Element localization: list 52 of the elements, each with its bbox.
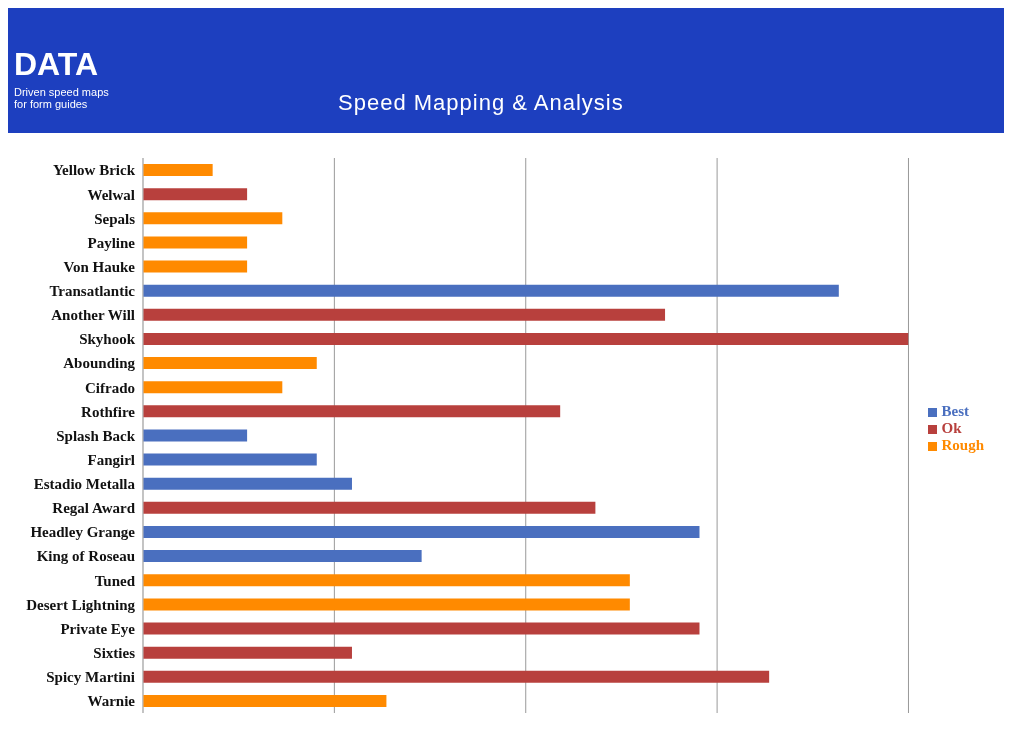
bar [143, 381, 283, 394]
y-tick-label: Another Will [51, 307, 135, 324]
legend-label: Rough [941, 436, 984, 453]
legend-label: Best [941, 402, 969, 419]
y-tick-label: Rothfire [81, 403, 136, 420]
bar [143, 164, 213, 177]
bar [143, 429, 248, 442]
y-tick-label: Fangirl [87, 451, 135, 468]
bar [143, 525, 700, 538]
bar [143, 453, 317, 466]
bar [143, 332, 909, 345]
y-tick-label: Spicy Martini [46, 669, 135, 686]
y-tick-label: Private Eye [60, 620, 136, 637]
y-tick-label: King of Roseau [36, 548, 135, 565]
y-tick-label: Transatlantic [49, 283, 136, 300]
text: Driven speed maps for form guides [14, 86, 109, 110]
bar [143, 622, 700, 635]
y-tick-label: Payline [87, 234, 136, 251]
bar [143, 284, 839, 297]
bar [143, 670, 770, 683]
y-tick-label: Desert Lightning [26, 596, 136, 613]
y-tick-label: Sixties [93, 645, 136, 661]
y-tick-label: Warnie [87, 693, 136, 710]
bar [143, 308, 666, 321]
bar [143, 357, 317, 370]
y-tick-label: Headley Grange [30, 524, 136, 541]
y-tick-label: Regal Award [52, 500, 136, 517]
y-tick-label: Skyhook [79, 331, 136, 348]
y-tick-label: Von Hauke [63, 258, 136, 275]
bar [143, 501, 596, 514]
bar [143, 260, 248, 273]
text: DATA [14, 46, 99, 83]
bar [143, 646, 352, 659]
y-tick-label: Welwal [87, 186, 135, 203]
legend-label: Ok [941, 419, 962, 436]
bar [143, 598, 630, 611]
y-tick-label: Tuned [94, 572, 136, 589]
y-tick-label: Estadio Metalla [33, 476, 136, 493]
y-tick-label: Abounding [63, 355, 136, 372]
bar [143, 574, 630, 587]
bar [143, 550, 422, 563]
y-tick-label: Sepals [94, 210, 136, 227]
bar [143, 212, 283, 225]
y-tick-label: Yellow Brick [52, 162, 136, 179]
chart-title: Speed Mapping & Analysis [338, 90, 624, 116]
bar [143, 694, 387, 707]
bar [143, 236, 248, 249]
bar [143, 188, 248, 201]
bar [143, 477, 352, 490]
y-tick-label: Cifrado [85, 379, 135, 396]
bar [143, 405, 561, 418]
y-tick-label: Splash Back [56, 427, 136, 444]
